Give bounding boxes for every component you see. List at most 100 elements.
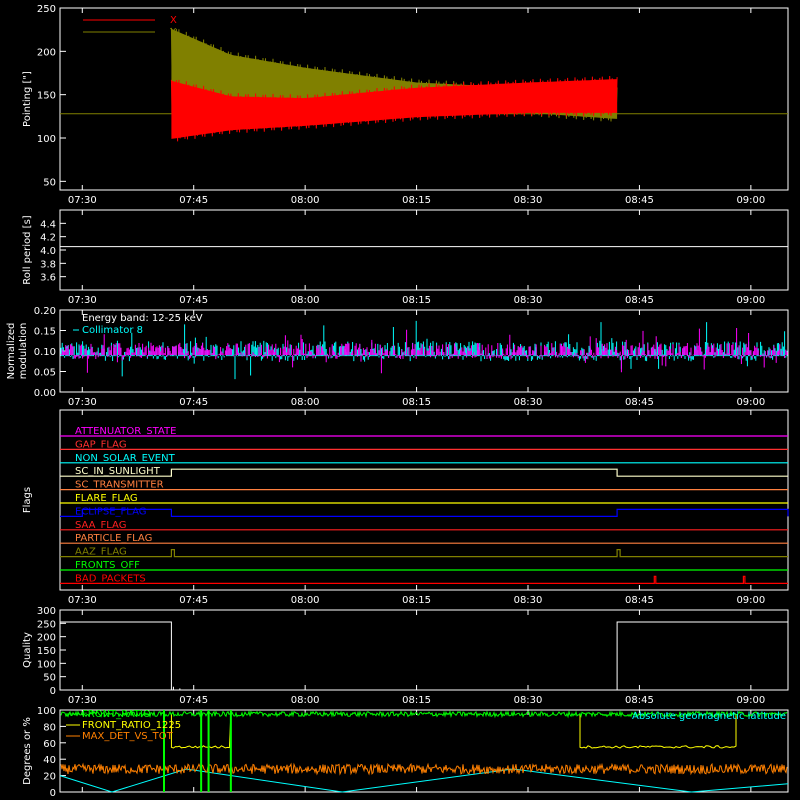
panel-6: 0 20 40 60 80 100 Degrees or % FRONT_RATIOFRONT… bbox=[22, 706, 789, 799]
x-tick-label: 08:30 bbox=[514, 695, 543, 706]
flag-label: ATTENUATOR_STATE bbox=[75, 426, 176, 437]
y-tick-label: 250 bbox=[37, 4, 56, 15]
x-tick-label: 08:00 bbox=[291, 595, 320, 606]
flag-label: GAP_FLAG bbox=[75, 439, 127, 450]
y-axis-label: Flags bbox=[22, 487, 33, 513]
geomagnetic-latitude-label: Absolute geomagnetic latitude bbox=[632, 711, 786, 722]
x-tick-label: 07:30 bbox=[68, 195, 97, 206]
panel-2: 07:30 07:45 08:00 08:15 08:30 08:45 09:00 3.6 3.… bbox=[22, 209, 789, 306]
x-tick-label: 09:00 bbox=[736, 695, 765, 706]
x-tick-label: 08:30 bbox=[514, 397, 543, 408]
flag-label: FLARE_FLAG bbox=[75, 493, 138, 504]
x-tick-label: 09:00 bbox=[736, 595, 765, 606]
flag-label: SC_IN_SUNLIGHT bbox=[75, 466, 161, 477]
y-axis-label: Roll period [s] bbox=[22, 215, 33, 284]
front-ratio-1225-segment bbox=[170, 714, 232, 749]
y-tick-label: 50 bbox=[43, 673, 56, 684]
flag-line-eclipse-flag bbox=[60, 508, 789, 517]
quality-spikes bbox=[172, 686, 181, 690]
modulation-series-2 bbox=[60, 328, 788, 374]
plot-frame bbox=[59, 7, 789, 191]
x-tick-label: 08:00 bbox=[291, 195, 320, 206]
front-ratio-1225-segment bbox=[579, 714, 737, 749]
x-tick-label: 08:00 bbox=[291, 295, 320, 306]
x-tick-label: 08:00 bbox=[291, 397, 320, 408]
x-tick-label: 07:30 bbox=[68, 295, 97, 306]
y-tick-label: 40 bbox=[43, 755, 56, 766]
x-tick-label: 07:45 bbox=[179, 295, 208, 306]
max-det-vs-tot-line bbox=[60, 762, 788, 776]
y-tick-label: 0 bbox=[50, 788, 56, 799]
x-tick-label: 08:15 bbox=[402, 695, 431, 706]
legend-label: FRONT_RATIO_1225 bbox=[82, 720, 181, 731]
x-tick-label: 07:45 bbox=[179, 595, 208, 606]
y-tick-label: 0.15 bbox=[34, 327, 56, 338]
flag-label: ECLIPSE_FLAG bbox=[75, 506, 146, 517]
y-tick-label: 100 bbox=[37, 659, 56, 670]
y-axis-label: Normalized bbox=[6, 323, 17, 380]
collimator-label: Collimator 8 bbox=[82, 325, 143, 336]
y-tick-label: 3.6 bbox=[40, 273, 56, 284]
x-tick-label: 08:30 bbox=[514, 595, 543, 606]
y-axis-label: Quality bbox=[22, 632, 33, 668]
x-tick-label: 09:00 bbox=[736, 397, 765, 408]
plot-frame bbox=[59, 709, 789, 793]
x-tick-label: 07:45 bbox=[179, 195, 208, 206]
legend-label: MAX_DET_VS_TOT bbox=[82, 731, 174, 742]
flag-line-sc-in-sunlight bbox=[60, 468, 788, 477]
plot-frame bbox=[59, 409, 789, 591]
y-tick-label: 4.4 bbox=[40, 219, 56, 230]
x-tick-label: 07:30 bbox=[68, 397, 97, 408]
front-ratio-line bbox=[60, 709, 788, 719]
y-tick-label: 100 bbox=[37, 134, 56, 145]
panel-4: 07:30 07:45 08:00 08:15 08:30 08:45 09:00 Flags… bbox=[22, 409, 789, 606]
y-tick-label: 0.20 bbox=[34, 306, 56, 317]
y-tick-label: 100 bbox=[37, 706, 56, 717]
x-tick-label: 08:45 bbox=[625, 295, 654, 306]
x-tick-label: 08:00 bbox=[291, 695, 320, 706]
y-tick-label: 200 bbox=[37, 47, 56, 58]
y-tick-label: 50 bbox=[43, 177, 56, 188]
energy-band-label: Energy band: 12-25 keV bbox=[82, 313, 203, 324]
x-tick-label: 09:00 bbox=[736, 195, 765, 206]
panel-5: 07:30 07:45 08:00 08:15 08:30 08:45 09:00 0 50 10… bbox=[22, 606, 789, 706]
legend-label: X bbox=[170, 15, 177, 26]
flag-label: PARTICLE_FLAG bbox=[75, 533, 152, 544]
x-tick-label: 08:30 bbox=[514, 195, 543, 206]
x-tick-label: 08:45 bbox=[625, 195, 654, 206]
panel-3: 07:30 07:45 08:00 08:15 08:30 08:45 09:00 0.00 0… bbox=[6, 306, 789, 408]
y-tick-label: 4.2 bbox=[40, 233, 56, 244]
x-tick-label: 07:45 bbox=[179, 695, 208, 706]
legend-label: FRONT_RATIO bbox=[82, 709, 151, 720]
x-tick-label: 08:15 bbox=[402, 397, 431, 408]
y-axis-label: Degrees or % bbox=[22, 717, 33, 785]
modulation-series-1 bbox=[60, 320, 788, 380]
x-tick-label: 08:45 bbox=[625, 595, 654, 606]
y-axis-label: modulation bbox=[18, 323, 29, 380]
flag-line-bad-packets bbox=[60, 575, 788, 584]
y-tick-label: 60 bbox=[43, 739, 56, 750]
legend-label: Y bbox=[169, 27, 177, 38]
x-tick-label: 09:00 bbox=[736, 295, 765, 306]
x-tick-label: 07:45 bbox=[179, 397, 208, 408]
y-tick-label: 80 bbox=[43, 722, 56, 733]
y-tick-label: 4.0 bbox=[40, 246, 56, 257]
y-tick-label: 150 bbox=[37, 646, 56, 657]
x-tick-label: 07:30 bbox=[68, 695, 97, 706]
y-tick-label: 3.8 bbox=[40, 259, 56, 270]
y-tick-label: 300 bbox=[37, 606, 56, 617]
y-axis-label: Pointing ["] bbox=[22, 71, 33, 127]
flag-label: FRONTS_OFF bbox=[75, 560, 140, 571]
panel-1: 07:30 07:45 08:00 08:15 08:30 08:45 09:00 50 100… bbox=[22, 4, 789, 206]
x-tick-label: 08:45 bbox=[625, 397, 654, 408]
y-tick-label: 250 bbox=[37, 619, 56, 630]
flag-label: AAZ_FLAG bbox=[75, 547, 127, 558]
x-tick-label: 08:15 bbox=[402, 295, 431, 306]
quality-line bbox=[60, 621, 788, 691]
y-tick-label: 200 bbox=[37, 633, 56, 644]
plot-frame bbox=[59, 209, 789, 291]
x-tick-label: 07:30 bbox=[68, 595, 97, 606]
flag-line-aaz-flag bbox=[60, 549, 788, 558]
